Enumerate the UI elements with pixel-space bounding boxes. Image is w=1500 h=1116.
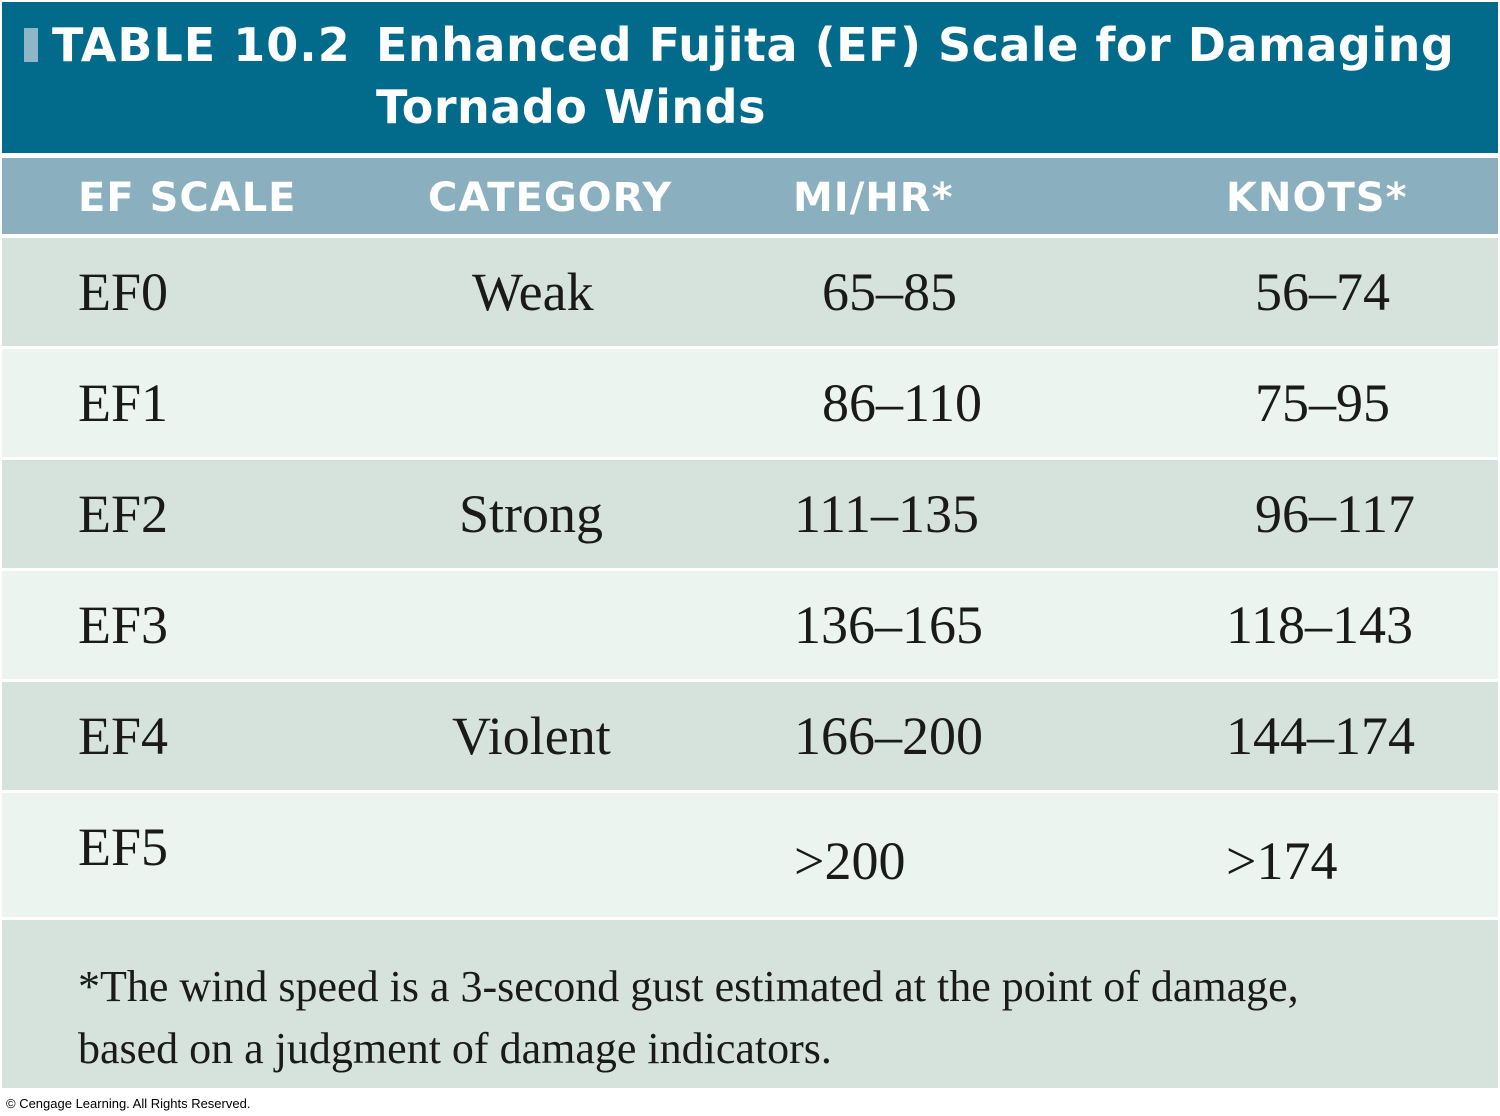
cell-knots: 56–74 [1255, 262, 1390, 322]
cell-ef-scale: EF4 [78, 706, 169, 766]
copyright-notice: © Cengage Learning. All Rights Reserved. [6, 1096, 251, 1111]
table-footnote: *The wind speed is a 3-second gust estim… [2, 920, 1498, 1088]
ef-scale-table: TABLE 10.2 Enhanced Fujita (EF) Scale fo… [2, 2, 1498, 1088]
header-knots: KNOTS* [1226, 175, 1408, 221]
cell-mph: >200 [794, 831, 906, 891]
cell-category: Weak [472, 262, 594, 322]
table-title-bar: TABLE 10.2 Enhanced Fujita (EF) Scale fo… [2, 2, 1498, 153]
cell-knots: 144–174 [1226, 706, 1415, 766]
table-row: EF4 Violent 166–200 144–174 [2, 682, 1498, 790]
cell-mph: 86–110 [822, 373, 982, 433]
title-marker [24, 28, 38, 62]
table-row: EF2 Strong 111–135 96–117 [2, 460, 1498, 568]
table-row: EF1 86–110 75–95 [2, 349, 1498, 457]
cell-ef-scale: EF2 [78, 484, 169, 544]
cell-ef-scale: EF3 [78, 595, 169, 655]
cell-mph: 111–135 [794, 484, 979, 544]
header-mph: MI/HR* [793, 175, 954, 221]
table-row: EF3 136–165 118–143 [2, 571, 1498, 679]
cell-ef-scale: EF0 [78, 262, 169, 322]
cell-mph: 136–165 [794, 595, 983, 655]
table-row: EF5 >200 >174 [2, 793, 1498, 917]
table-title: Enhanced Fujita (EF) Scale for Damaging … [376, 18, 1455, 134]
cell-category: Strong [459, 484, 604, 544]
header-category: CATEGORY [428, 175, 673, 221]
cell-knots: 118–143 [1226, 595, 1413, 655]
table-row: EF0 Weak 65–85 56–74 [2, 238, 1498, 346]
footnote-text: *The wind speed is a 3-second gust estim… [78, 962, 1299, 1073]
table-header-row: EF SCALE CATEGORY MI/HR* KNOTS* [2, 158, 1498, 234]
cell-knots: 75–95 [1255, 373, 1390, 433]
cell-mph: 166–200 [794, 706, 983, 766]
cell-ef-scale: EF5 [78, 817, 169, 877]
table-number: TABLE 10.2 [52, 18, 351, 72]
cell-category: Violent [452, 706, 611, 766]
cell-mph: 65–85 [822, 262, 957, 322]
cell-knots: >174 [1226, 831, 1338, 891]
header-ef-scale: EF SCALE [78, 175, 297, 221]
cell-ef-scale: EF1 [78, 373, 169, 433]
cell-knots: 96–117 [1255, 484, 1415, 544]
